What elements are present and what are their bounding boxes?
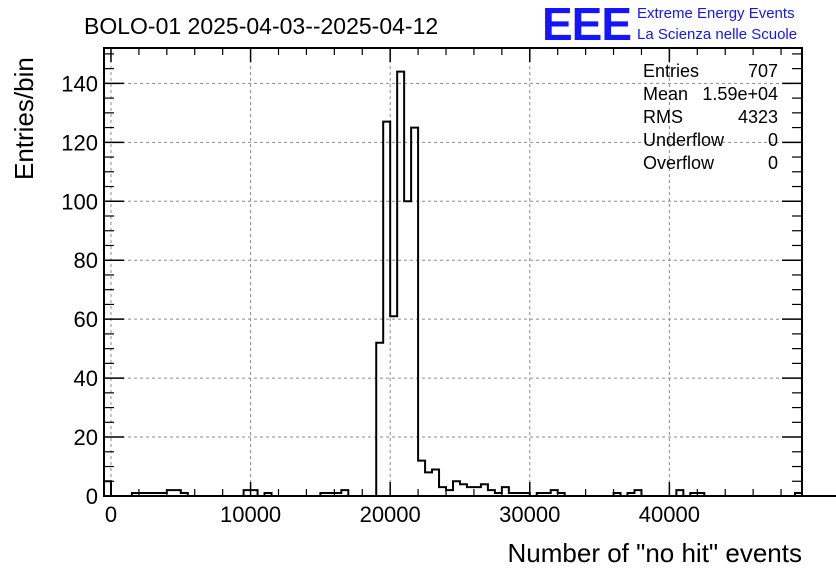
y-tick-label: 20: [74, 425, 98, 450]
stats-label: Underflow: [643, 130, 725, 150]
x-tick-label: 10000: [220, 502, 281, 527]
grid-lines: [104, 48, 802, 496]
stats-value: 0: [768, 153, 778, 173]
stats-value: 707: [748, 61, 778, 81]
y-tick-label: 120: [61, 130, 98, 155]
y-tick-label: 40: [74, 366, 98, 391]
stats-label: Mean: [643, 84, 688, 104]
x-tick-label: 0: [105, 502, 117, 527]
stats-box: Entries 707 Mean 1.59e+04 RMS 4323 Underflow 0 O…: [643, 61, 778, 173]
stats-value: 0: [768, 130, 778, 150]
stats-label: RMS: [643, 107, 683, 127]
y-tick-label: 60: [74, 307, 98, 332]
plot-frame: [103, 47, 803, 497]
chart-title: BOLO-01 2025-04-03--2025-04-12: [84, 13, 438, 39]
stats-label: Entries: [643, 61, 699, 81]
x-tick-label: 20000: [360, 502, 421, 527]
x-tick-label: 30000: [499, 502, 560, 527]
histogram-line: [103, 70, 836, 497]
stats-value: 1.59e+04: [702, 84, 778, 104]
y-axis-label: Entries/bin: [9, 57, 39, 180]
stats-value: 4323: [738, 107, 778, 127]
eee-logo-line1: Extreme Energy Events: [637, 5, 795, 22]
y-tick-label: 0: [86, 484, 98, 509]
eee-logo-line2: La Scienza nelle Scuole: [637, 26, 797, 43]
y-tick-labels: 0 20 40 60 80 100 120 140: [61, 71, 98, 509]
axis-ticks: [104, 48, 802, 497]
eee-logo: EEE Extreme Energy Events La Scienza nel…: [542, 0, 797, 50]
y-tick-label: 100: [61, 189, 98, 214]
eee-logo-mark: EEE: [542, 0, 631, 50]
x-tick-labels: 0 10000 20000 30000 40000: [105, 502, 700, 527]
stats-label: Overflow: [643, 153, 715, 173]
x-axis-label: Number of "no hit" events: [508, 538, 803, 568]
x-tick-label: 40000: [639, 502, 700, 527]
y-tick-label: 140: [61, 71, 98, 96]
y-tick-label: 80: [74, 248, 98, 273]
